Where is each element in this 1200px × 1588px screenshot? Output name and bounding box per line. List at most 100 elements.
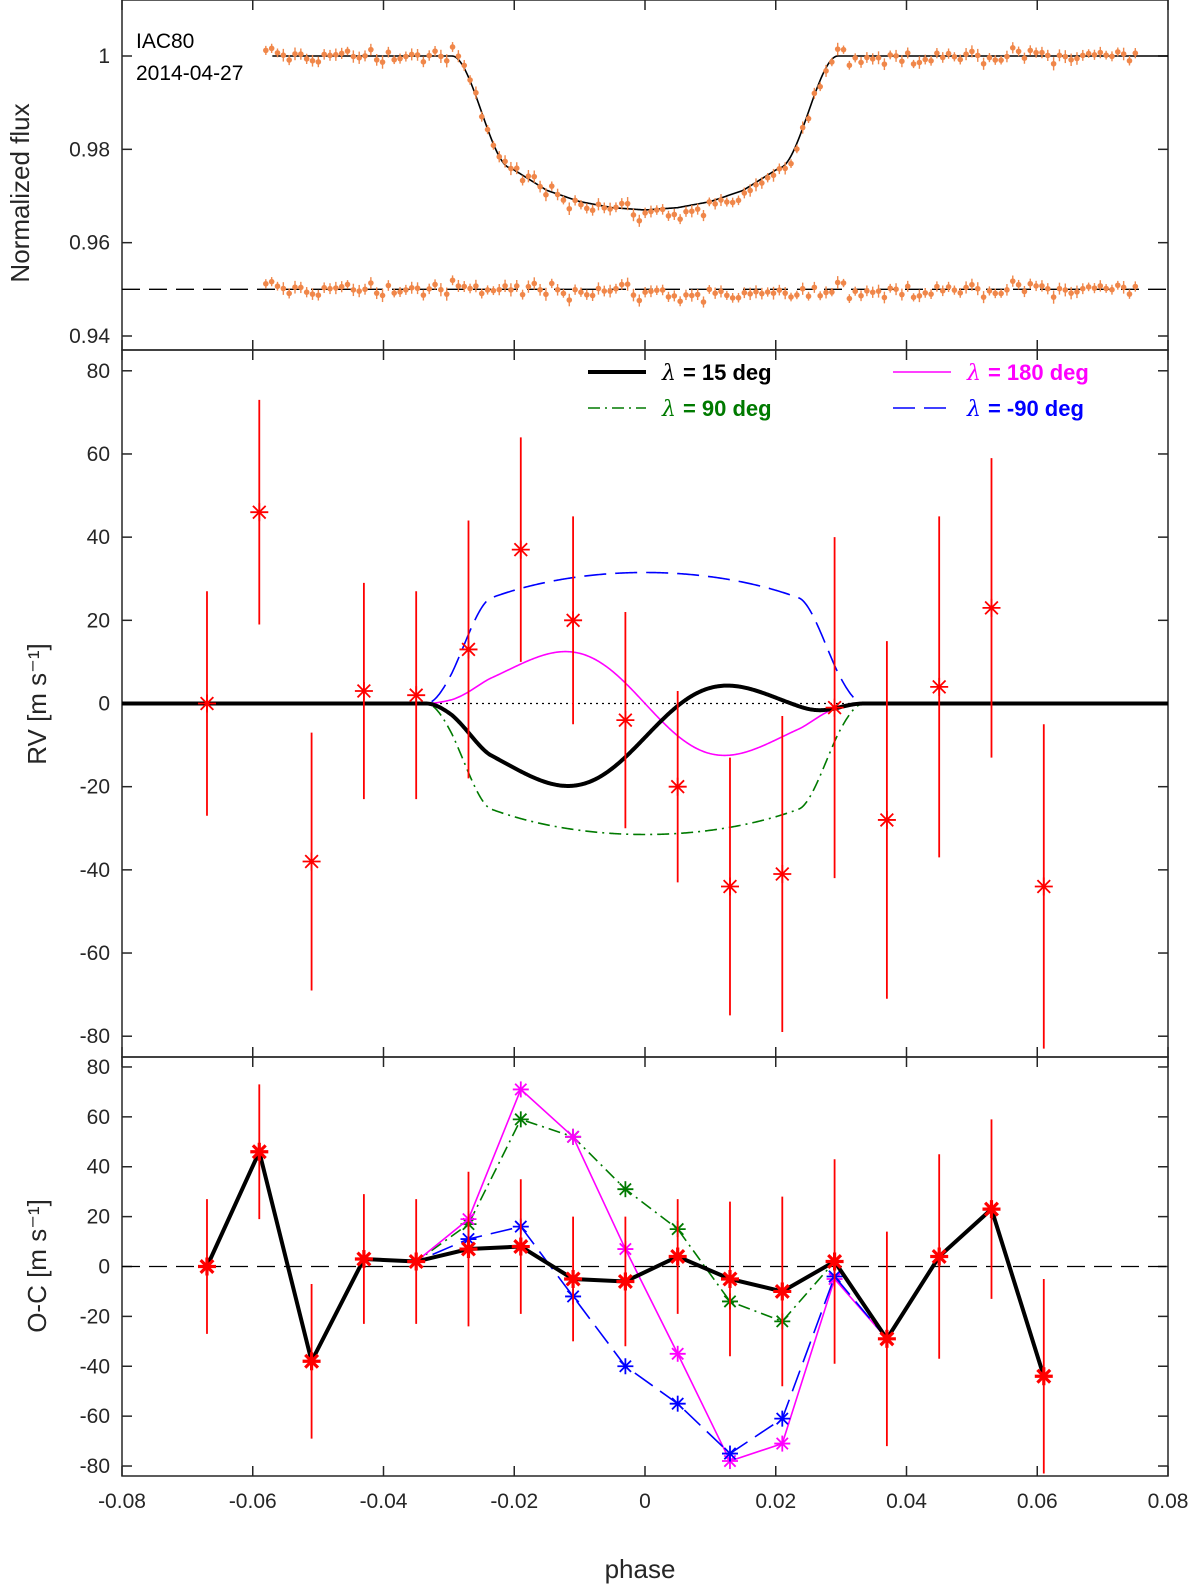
flux-residual-point [607, 288, 613, 294]
flux-point [338, 50, 345, 57]
flux-point [1120, 51, 1127, 57]
oc-data-point [668, 1247, 687, 1266]
flux-residual-point [654, 287, 660, 294]
flux-residual-point [817, 292, 823, 299]
rv-ytick-label: 0 [98, 693, 110, 716]
rv-data-point [720, 877, 739, 896]
flux-point [443, 58, 450, 64]
flux-residual-point [327, 285, 333, 292]
flux-point [759, 180, 765, 186]
flux-residual-point [799, 285, 806, 292]
flux-residual-point [648, 288, 654, 295]
flux-point [747, 187, 753, 194]
oc-data-point-stroke [1036, 1368, 1052, 1384]
rv-data-point [407, 686, 426, 705]
x-tick-label: 0.02 [755, 1490, 796, 1513]
flux-point [689, 208, 695, 215]
flux-point [1062, 53, 1069, 60]
flux-point [700, 212, 707, 219]
flux-point [1068, 56, 1074, 63]
flux-point [1021, 55, 1028, 61]
flux-point [309, 57, 316, 64]
flux-residual-point [583, 291, 590, 298]
flux-point [963, 51, 969, 57]
flux-point [992, 57, 999, 63]
flux-residual-point [484, 287, 491, 293]
flux-point [858, 59, 864, 66]
oc-data-point [1034, 1367, 1053, 1386]
flux-residual-point [1027, 280, 1034, 287]
flux-point [998, 57, 1004, 63]
flux-residual-point [618, 281, 625, 288]
rv-data-point-stroke [879, 812, 894, 827]
rv-data-point [354, 682, 373, 701]
rv-model-lambda-90 [122, 702, 1168, 836]
flux-residual-point [969, 281, 975, 288]
flux-point [496, 153, 503, 160]
legend-label-text: = 90 deg [683, 396, 772, 421]
flux-residual-point [624, 281, 631, 288]
flux-point [986, 54, 993, 61]
oc-model-point [669, 1395, 686, 1412]
flux-residual-point [1085, 284, 1092, 290]
flux-residual-point [496, 286, 503, 293]
x-tick-label: -0.06 [229, 1490, 277, 1513]
flux-point [333, 51, 339, 58]
legend-lambda-symbol: λ [966, 397, 988, 422]
flux-point [403, 53, 409, 60]
oc-ytick-label: -20 [80, 1305, 110, 1328]
flux-point [642, 210, 648, 216]
flux-point [1132, 50, 1139, 56]
flux-residual-point [438, 286, 444, 293]
flux-residual-point [694, 291, 701, 298]
flux-point [904, 50, 911, 56]
flux-residual-point [519, 291, 526, 298]
flux-point [1033, 49, 1039, 56]
rv-data-point [302, 852, 321, 871]
flux-residual-point [724, 292, 730, 299]
flux-residual-point [1103, 285, 1109, 292]
flux-point [478, 113, 485, 120]
flux-point [735, 197, 742, 204]
legend-lambda-symbol: λ [661, 361, 683, 386]
flux-residual-point [432, 281, 438, 288]
rv-data-point-stroke [1036, 879, 1051, 894]
x-tick-label: 0.04 [886, 1490, 927, 1513]
rv-data-point-stroke [566, 613, 581, 628]
flux-point [385, 49, 392, 55]
flux-residual-point [759, 290, 765, 297]
flux-point [665, 213, 672, 219]
flux-point [286, 57, 292, 63]
flux-residual-point [1120, 284, 1127, 291]
flux-residual-point [689, 292, 695, 299]
flux-residual-point [881, 294, 888, 301]
flux-point [636, 217, 643, 224]
flux-residual-point [957, 290, 964, 296]
flux-ytick-label: 0.98 [69, 138, 110, 161]
flux-point [1004, 53, 1010, 60]
flux-point [840, 46, 847, 53]
flux-point [449, 44, 456, 50]
oc-data-point-stroke [931, 1249, 947, 1265]
flux-residual-point [589, 292, 596, 299]
flux-point [566, 205, 573, 212]
flux-point [724, 199, 730, 205]
flux-residual-point [268, 278, 275, 285]
oc-data-point [877, 1329, 896, 1348]
flux-residual-point [379, 292, 386, 299]
flux-residual-point [864, 288, 870, 294]
flux-residual-point [566, 297, 573, 303]
flux-residual-point [788, 294, 794, 300]
flux-residual-point [274, 283, 281, 290]
flux-residual-point [397, 289, 403, 295]
oc-panel: O-C [m s⁻¹] phase -80 -60 -40 -20 0 20 40 60 80 -… [22, 1056, 1188, 1584]
rv-data-point [616, 711, 635, 730]
rv-data-point [459, 640, 478, 659]
rv-data-point-stroke [356, 684, 371, 699]
flux-point [764, 174, 771, 181]
flux-residual-point [665, 294, 672, 300]
flux-point [974, 52, 981, 59]
flux-residual-point [403, 287, 409, 293]
flux-residual-point [659, 287, 666, 293]
